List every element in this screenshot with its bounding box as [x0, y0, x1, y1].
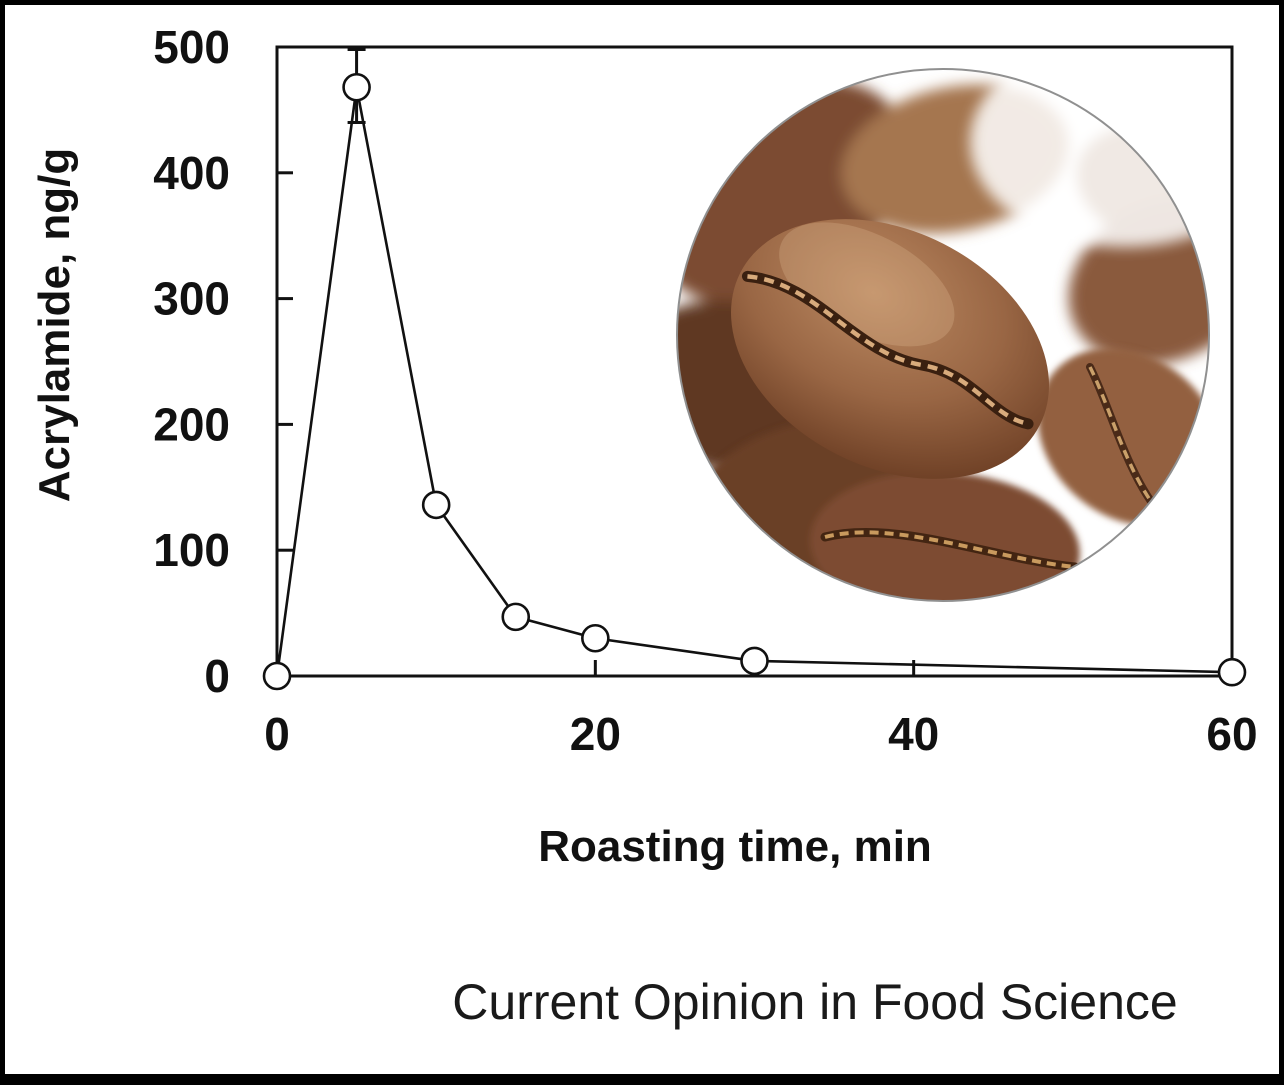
- x-axis-title: Roasting time, min: [538, 822, 932, 871]
- data-point-marker: [262, 661, 292, 691]
- data-point-marker: [342, 72, 371, 102]
- y-tick-label: 400: [153, 147, 230, 199]
- x-tick-label: 60: [1206, 708, 1257, 760]
- data-line: [275, 85, 1233, 677]
- data-point-marker: [581, 623, 610, 653]
- y-tick-label: 0: [204, 650, 230, 702]
- plot-frame: [275, 45, 1234, 678]
- x-tick-label: 40: [888, 708, 939, 760]
- coffee-beans-illustration: [676, 68, 1210, 602]
- y-axis-title: Acrylamide, ng/g: [30, 147, 79, 503]
- x-tick-label: 20: [570, 708, 621, 760]
- x-tick-label: 0: [264, 708, 290, 760]
- photo-circle-outline: [676, 68, 1210, 602]
- y-tick-label: 100: [153, 524, 230, 576]
- data-point-marker: [421, 490, 451, 520]
- y-tick-label: 300: [153, 273, 230, 325]
- y-tick-label: 500: [153, 21, 230, 73]
- coffee-beans-photo: [675, 67, 1211, 603]
- data-point-marker: [740, 646, 769, 676]
- journal-caption: Current Opinion in Food Science: [452, 974, 1178, 1030]
- data-point-marker: [1217, 657, 1247, 687]
- main-coffee-bean: [731, 219, 1049, 479]
- data-point-marker: [501, 602, 531, 632]
- y-tick-label: 200: [153, 398, 230, 450]
